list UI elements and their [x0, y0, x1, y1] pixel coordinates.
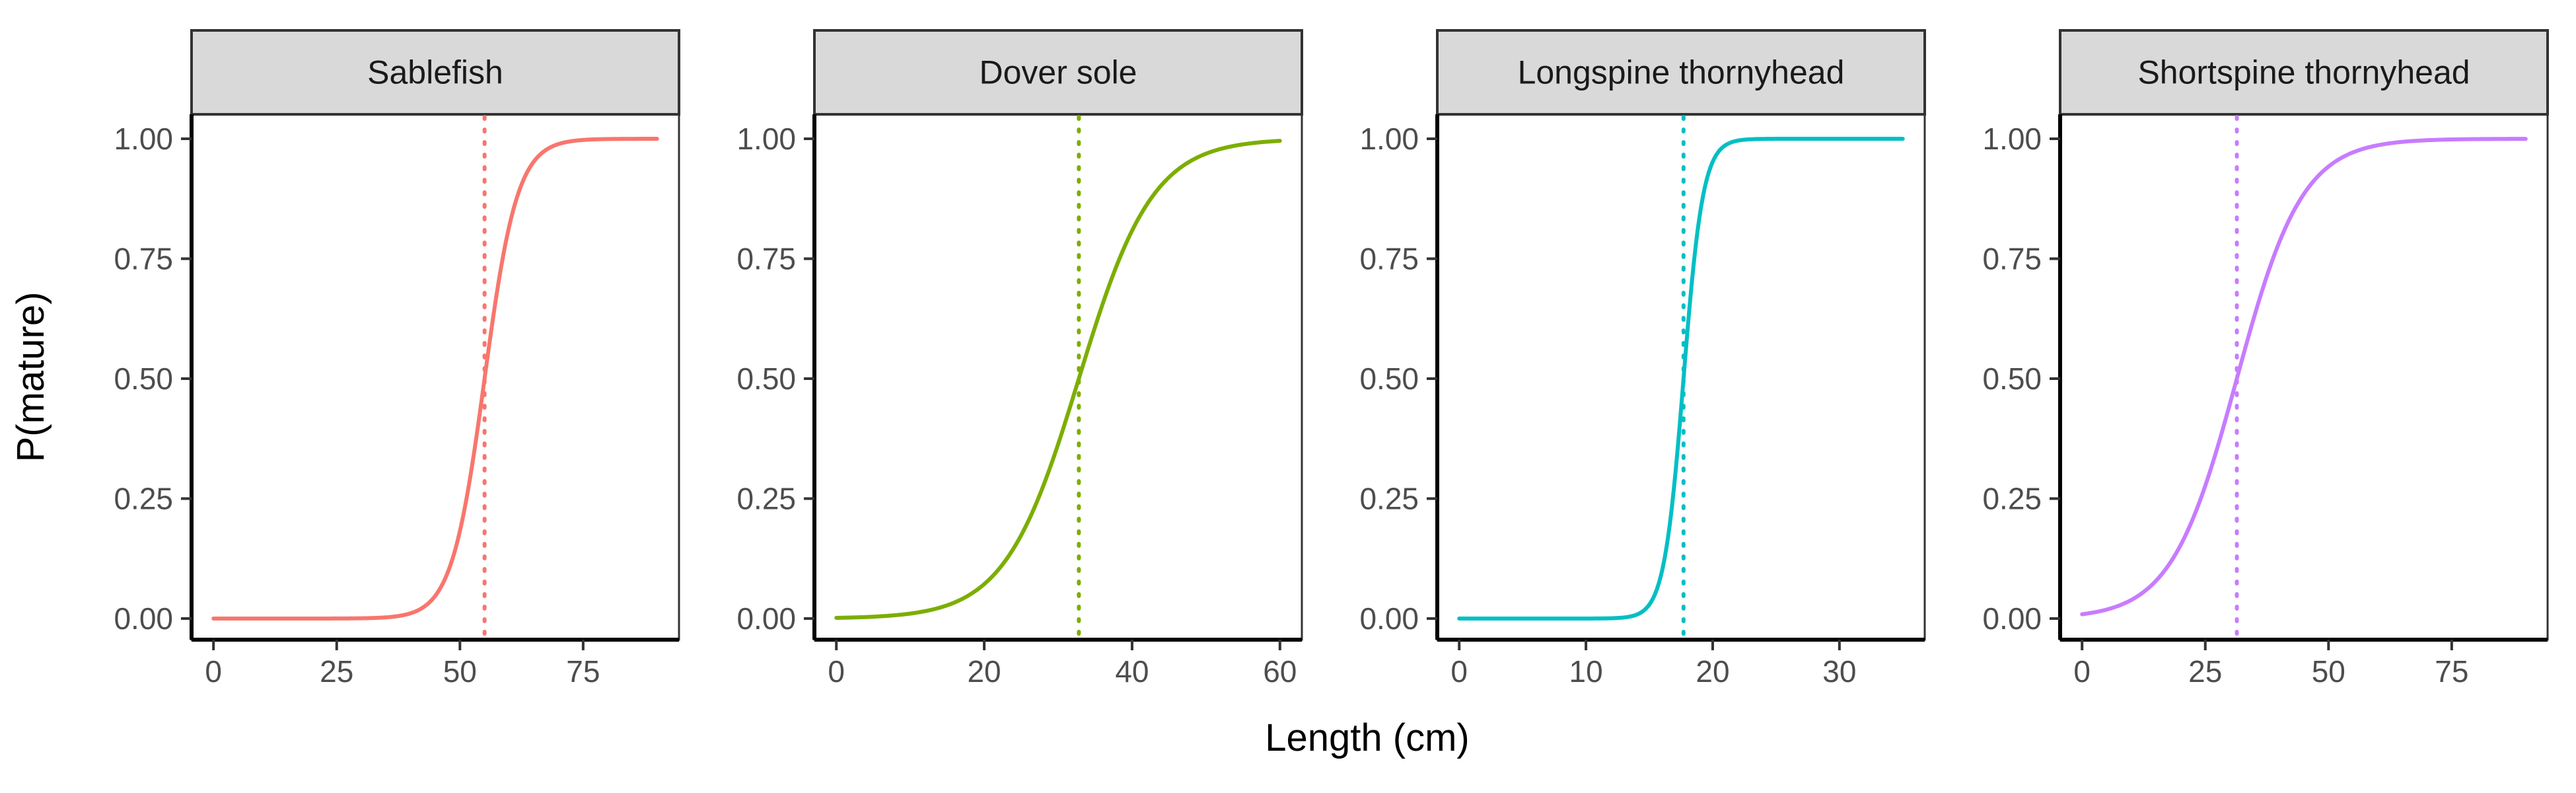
y-tick-label: 0.50: [1982, 361, 2042, 396]
y-tick-label: 1.00: [736, 122, 796, 156]
maturity-curve: [1457, 137, 1905, 621]
x-tick-label: 30: [1822, 654, 1856, 689]
facet-strip: [2059, 29, 2549, 116]
maturity-curve: [211, 137, 659, 621]
y-tick-label: 1.00: [114, 122, 173, 156]
maturity-curve: [834, 139, 1282, 620]
y-tick-label: 0.50: [1359, 361, 1419, 396]
y-tick-label: 0.75: [1982, 242, 2042, 276]
x-tick-label: 75: [566, 654, 600, 689]
facet-strip: [190, 29, 680, 116]
y-tick-label: 0.25: [736, 482, 796, 516]
facet-title: Sablefish: [367, 54, 503, 91]
y-tick-label: 0.75: [114, 242, 173, 276]
facet-3: Longspine thornyhead 0.00 0.25 0.50 0.75 1.00…: [1359, 29, 1926, 689]
y-tick-label: 1.00: [1982, 122, 2042, 156]
x-axis-title: Length (cm): [1265, 716, 1469, 759]
x-tick-label: 0: [2073, 654, 2091, 689]
y-tick-label: 0.00: [114, 601, 173, 636]
facet-strip: [1436, 29, 1926, 116]
x-tick-label: 20: [1696, 654, 1729, 689]
y-tick-label: 0.50: [114, 361, 173, 396]
y-tick-label: 0.25: [1982, 482, 2042, 516]
y-tick-label: 1.00: [1359, 122, 1419, 156]
y-tick-label: 0.25: [1359, 482, 1419, 516]
facet-1: Sablefish 0.00 0.25 0.50 0.75 1.00 0 25 50 75: [114, 29, 680, 689]
x-tick-label: 0: [1450, 654, 1468, 689]
panel-border: [190, 113, 680, 641]
x-tick-label: 50: [443, 654, 477, 689]
facet-panels: Sablefish 0.00 0.25 0.50 0.75 1.00 0 25 50 75 Dove…: [114, 29, 2549, 689]
facet-title: Longspine thornyhead: [1518, 54, 1845, 91]
facet-title: Dover sole: [980, 54, 1137, 91]
x-tick-label: 25: [2188, 654, 2222, 689]
x-tick-label: 75: [2435, 654, 2468, 689]
x-tick-label: 0: [828, 654, 845, 689]
y-axis-title: P(mature): [9, 292, 52, 463]
x-tick-label: 60: [1263, 654, 1297, 689]
facet-4: Shortspine thornyhead 0.00 0.25 0.50 0.75 1.0…: [1982, 29, 2549, 689]
panel-border: [1436, 113, 1926, 641]
y-tick-label: 0.75: [736, 242, 796, 276]
y-tick-label: 0.50: [736, 361, 796, 396]
y-tick-label: 0.75: [1359, 242, 1419, 276]
facet-2: Dover sole 0.00 0.25 0.50 0.75 1.00 0 20 40 60: [736, 29, 1303, 689]
facet-title: Shortspine thornyhead: [2137, 54, 2470, 91]
x-tick-label: 10: [1569, 654, 1603, 689]
x-tick-label: 50: [2312, 654, 2345, 689]
x-tick-label: 25: [320, 654, 353, 689]
x-tick-label: 40: [1115, 654, 1149, 689]
y-tick-label: 0.00: [1982, 601, 2042, 636]
x-tick-label: 20: [967, 654, 1001, 689]
panel-border: [813, 113, 1303, 641]
maturity-curve: [2080, 137, 2528, 617]
y-tick-label: 0.00: [736, 601, 796, 636]
x-tick-label: 0: [205, 654, 222, 689]
facet-strip: [813, 29, 1303, 116]
y-tick-label: 0.00: [1359, 601, 1419, 636]
y-tick-label: 0.25: [114, 482, 173, 516]
